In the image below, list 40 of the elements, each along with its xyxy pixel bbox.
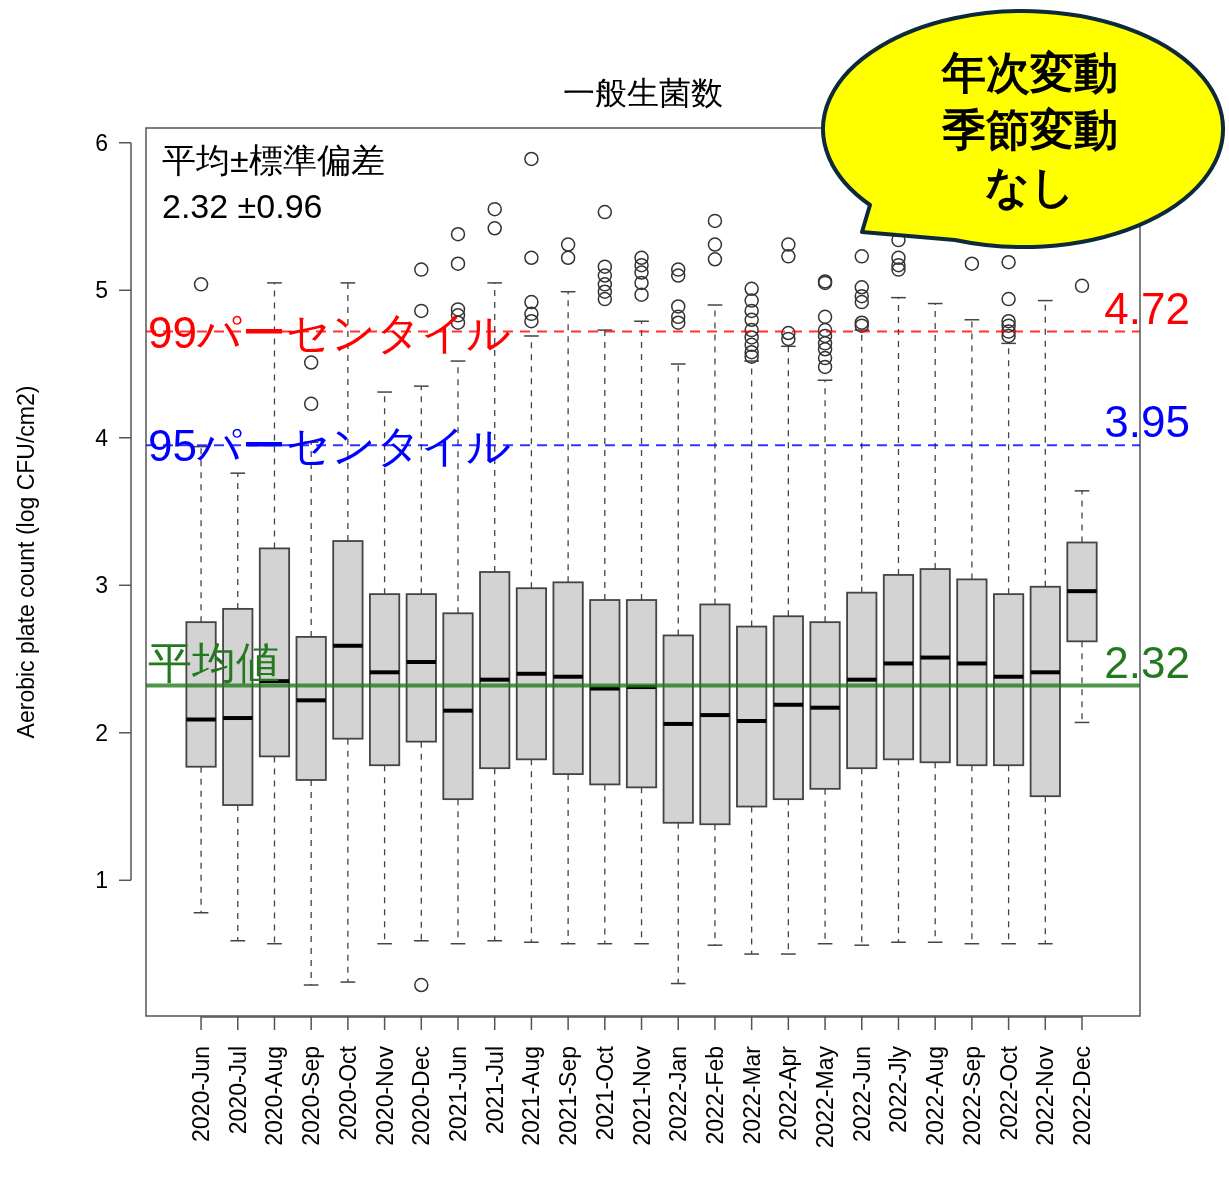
x-tick-label: 2022-Mar	[738, 1045, 765, 1145]
y-tick-label: 2	[95, 719, 108, 746]
x-tick-label: 2022-Jan	[665, 1046, 692, 1142]
x-tick-label: 2020-Dec	[408, 1046, 435, 1146]
x-tick-label: 2020-Nov	[371, 1045, 398, 1146]
y-tick-label: 6	[95, 129, 108, 156]
y-tick-label: 5	[95, 277, 108, 304]
x-tick-label: 2021-Aug	[518, 1046, 545, 1146]
x-tick-label: 2022-Oct	[995, 1045, 1022, 1141]
x-tick-label: 2021-Oct	[591, 1045, 618, 1141]
chart-title: 一般生菌数	[563, 75, 723, 111]
annotation: 2.32 ±0.96	[162, 187, 323, 225]
annotation: なし	[985, 162, 1075, 211]
text: 3.95	[1104, 397, 1190, 447]
x-tick-label: 2022-Aug	[922, 1046, 949, 1146]
x-tick-label: 2022-Feb	[701, 1046, 728, 1145]
x-tick-label: 2022-Jly	[885, 1045, 912, 1133]
x-tick-label: 2020-Oct	[334, 1045, 361, 1141]
x-tick-label: 2020-Sep	[298, 1046, 325, 1146]
annotation: 平均±標準偏差	[162, 141, 385, 179]
x-tick-label: 2021-Sep	[555, 1046, 582, 1146]
annotation: 季節変動	[941, 105, 1118, 154]
text: 年次変動	[941, 48, 1118, 97]
text: 4.72	[1104, 283, 1190, 333]
x-tick-label: 2022-Sep	[958, 1046, 985, 1146]
y-tick-label: 1	[95, 867, 108, 894]
x-tick-label: 2022-Dec	[1069, 1046, 1095, 1146]
x-tick-label: 2022-Nov	[1032, 1045, 1059, 1146]
x-tick-label: 2020-Aug	[261, 1046, 288, 1146]
y-tick-label: 4	[95, 424, 109, 451]
y-tick-label: 3	[95, 572, 108, 599]
x-tick-label: 2021-Jul	[481, 1046, 508, 1135]
x-tick-label: 2020-Jun	[188, 1046, 215, 1142]
y-axis-title: Aerobic plate count (log CFU/cm2)	[13, 385, 39, 739]
x-tick-label: 2022-Apr	[775, 1045, 802, 1141]
x-tick-label: 2021-Jun	[445, 1046, 471, 1142]
x-tick-label: 2020-Jul	[224, 1046, 251, 1135]
x-tick-label: 2022-Jun	[848, 1046, 875, 1142]
x-tick-label: 2022-May	[812, 1045, 839, 1149]
x-tick-label: 2021-Nov	[628, 1045, 655, 1146]
